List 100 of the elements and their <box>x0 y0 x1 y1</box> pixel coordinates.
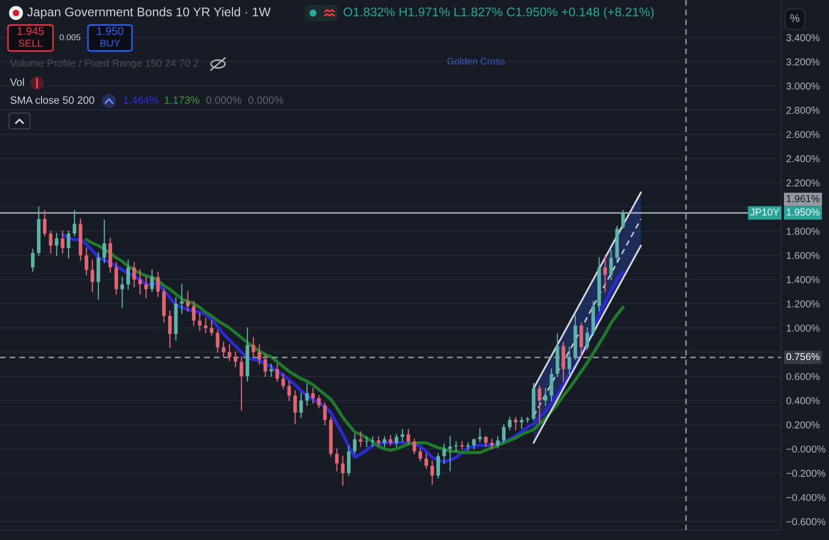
candlestick <box>430 460 434 485</box>
candlestick <box>400 429 404 442</box>
candlestick <box>54 232 58 256</box>
candlestick <box>311 388 315 404</box>
candlestick <box>436 453 440 479</box>
candlestick <box>114 262 118 295</box>
candlestick <box>126 260 130 290</box>
candlestick <box>472 438 476 450</box>
annotation: Golden Cross <box>447 58 505 65</box>
candlestick <box>84 248 88 276</box>
candlestick <box>382 436 386 448</box>
candlestick <box>144 276 148 298</box>
y-tick-label: 2.800% <box>786 106 820 114</box>
y-tick-label: 0.600% <box>786 372 820 380</box>
y-tick-label: 1.600% <box>786 252 820 260</box>
candlestick <box>275 364 280 382</box>
candlestick <box>502 424 506 444</box>
candlestick <box>186 291 190 312</box>
candlestick <box>406 429 410 445</box>
candlestick <box>269 364 274 377</box>
annotation: Vol <box>10 78 24 86</box>
candlestick <box>538 385 542 423</box>
annotation: O1.832% H1.971% L1.827% C1.950% +0.148 (+8.21%) <box>344 7 654 19</box>
candlestick <box>358 431 362 448</box>
candlestick <box>585 327 590 350</box>
candlestick <box>603 254 607 292</box>
candlestick <box>346 446 351 476</box>
candlestick <box>550 368 554 402</box>
annotation: 1.950 <box>97 27 124 35</box>
candlestick <box>287 380 291 402</box>
candlestick <box>66 230 70 258</box>
candlestick <box>90 260 94 292</box>
y-tick-label: 1.200% <box>786 300 820 308</box>
candlestick <box>520 416 524 429</box>
candlestick <box>394 434 398 448</box>
candlestick <box>508 416 512 430</box>
candlestick <box>352 434 357 454</box>
candlestick <box>609 250 613 280</box>
line-series <box>532 244 642 444</box>
candlestick <box>216 330 220 353</box>
annotation: 0.000% <box>248 96 284 104</box>
candlestick <box>418 448 422 462</box>
y-tick-label: 2.200% <box>786 179 820 186</box>
candlestick <box>293 390 297 424</box>
y-tick-label: 3.200% <box>786 58 820 66</box>
candlestick <box>210 320 214 336</box>
candlestick <box>150 269 154 292</box>
candlestick <box>48 230 52 254</box>
annotation: 0.005 <box>60 34 80 40</box>
y-tick-label: −0.400% <box>786 494 826 502</box>
candlestick <box>341 456 345 486</box>
candlestick <box>156 272 160 298</box>
annotation: 0.000% <box>206 96 242 104</box>
candlestick <box>264 354 268 377</box>
candlestick <box>240 356 244 411</box>
annotation: SELL <box>18 40 42 47</box>
y-tick-label: 0.200% <box>786 421 820 428</box>
y-tick-label: 2.400% <box>786 155 820 162</box>
candlestick <box>388 435 392 446</box>
text: Japan Government Bonds 10 YR Yield · 1W <box>27 7 271 19</box>
candlestick <box>138 269 142 295</box>
candlestick <box>102 220 106 264</box>
candlestick <box>222 342 226 358</box>
candlestick <box>228 344 232 362</box>
y-tick-label: 1.000% <box>786 324 820 332</box>
candlestick <box>72 210 76 237</box>
y-tick-label: 3.000% <box>786 82 820 90</box>
candlestick <box>120 276 124 308</box>
text: 1.950% <box>786 208 820 216</box>
y-tick-label: −0.600% <box>786 518 826 526</box>
candlestick <box>442 444 446 464</box>
candlestick <box>60 230 64 254</box>
y-tick-label: 1.400% <box>786 276 820 284</box>
annotation: BUY <box>100 40 120 47</box>
candlestick <box>448 436 452 472</box>
candlestick <box>234 352 238 368</box>
candlestick <box>544 388 548 406</box>
candlestick <box>424 453 428 469</box>
candlestick <box>490 438 494 450</box>
candlestick <box>299 392 303 418</box>
candlestick <box>335 448 339 472</box>
annotation: SMA close 50 200 <box>10 96 94 104</box>
annotation: 1.464% <box>124 96 158 104</box>
candlestick <box>31 248 35 272</box>
y-tick-label: 2.600% <box>786 130 820 138</box>
candlestick <box>281 373 285 389</box>
candlestick <box>192 300 196 326</box>
text: 1.961% <box>786 195 820 202</box>
candlestick <box>317 395 321 408</box>
annotation: 1.173% <box>164 96 200 104</box>
candlestick <box>42 210 46 237</box>
candlestick <box>496 436 500 448</box>
y-tick-label: 0.400% <box>786 397 820 404</box>
y-tick-label: 1.800% <box>786 228 820 235</box>
candlestick <box>305 383 309 406</box>
candlestick <box>514 416 518 430</box>
candlestick <box>168 310 172 348</box>
candlestick <box>621 210 625 228</box>
candlestick <box>568 346 572 374</box>
candlestick <box>132 262 136 288</box>
